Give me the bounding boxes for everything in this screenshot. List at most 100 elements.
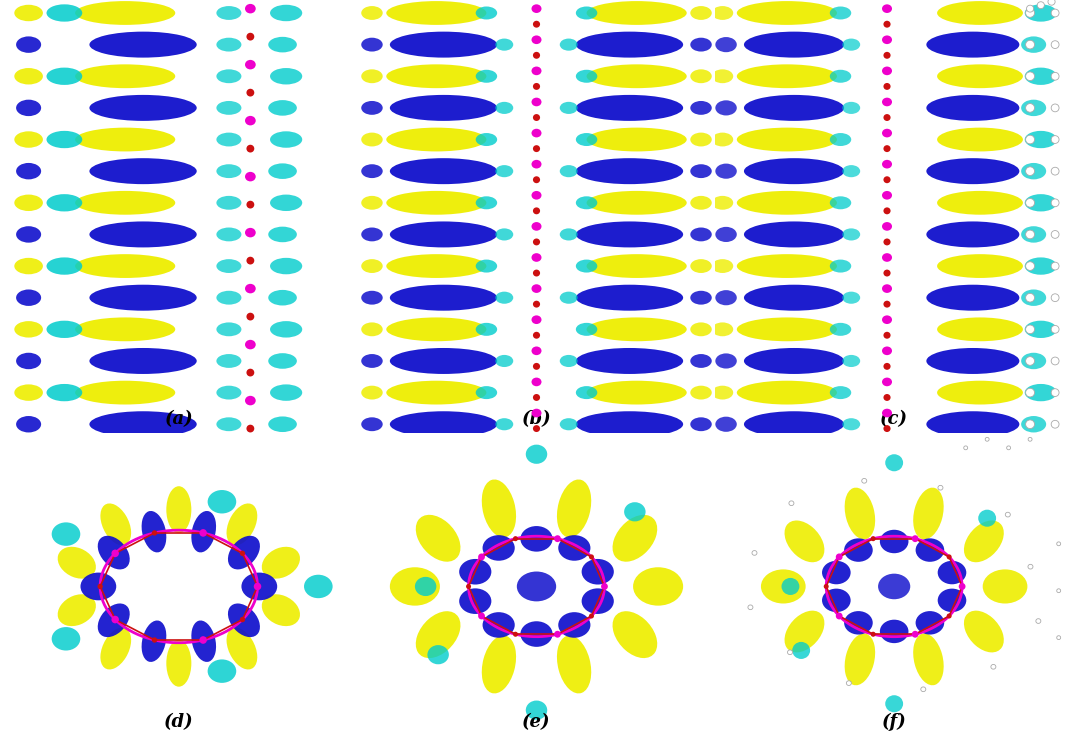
Ellipse shape: [46, 131, 83, 148]
Ellipse shape: [389, 411, 497, 437]
Ellipse shape: [589, 554, 594, 559]
Ellipse shape: [1026, 104, 1034, 112]
Ellipse shape: [46, 384, 83, 401]
Ellipse shape: [576, 158, 684, 184]
Ellipse shape: [362, 291, 383, 305]
Ellipse shape: [576, 323, 598, 336]
Ellipse shape: [882, 408, 892, 417]
Ellipse shape: [14, 195, 43, 211]
Ellipse shape: [587, 64, 687, 88]
Ellipse shape: [842, 102, 861, 114]
Ellipse shape: [245, 228, 255, 238]
Ellipse shape: [268, 100, 297, 115]
Ellipse shape: [926, 158, 1019, 184]
Ellipse shape: [601, 583, 607, 590]
Ellipse shape: [690, 132, 711, 147]
Ellipse shape: [533, 332, 540, 339]
Ellipse shape: [531, 98, 542, 107]
Ellipse shape: [531, 4, 542, 13]
Ellipse shape: [496, 102, 513, 114]
Ellipse shape: [792, 642, 810, 659]
Ellipse shape: [1021, 416, 1046, 432]
Ellipse shape: [937, 380, 1023, 405]
Ellipse shape: [142, 620, 166, 662]
Ellipse shape: [870, 536, 876, 541]
Ellipse shape: [270, 321, 303, 337]
Ellipse shape: [576, 285, 684, 311]
Ellipse shape: [711, 6, 733, 20]
Ellipse shape: [531, 160, 542, 169]
Ellipse shape: [1026, 230, 1034, 239]
Ellipse shape: [883, 21, 891, 27]
Ellipse shape: [262, 547, 300, 579]
Ellipse shape: [191, 511, 216, 553]
Ellipse shape: [937, 191, 1023, 215]
Ellipse shape: [870, 632, 876, 637]
Ellipse shape: [882, 129, 892, 138]
Ellipse shape: [200, 529, 207, 536]
Ellipse shape: [883, 114, 891, 121]
Ellipse shape: [937, 64, 1023, 88]
Ellipse shape: [716, 227, 737, 242]
Ellipse shape: [938, 485, 943, 490]
Ellipse shape: [14, 131, 43, 148]
Ellipse shape: [784, 520, 824, 562]
Ellipse shape: [737, 127, 837, 152]
Ellipse shape: [217, 291, 241, 305]
Ellipse shape: [482, 636, 516, 693]
Ellipse shape: [483, 535, 515, 561]
Ellipse shape: [208, 659, 236, 683]
Ellipse shape: [576, 95, 684, 121]
Ellipse shape: [1026, 420, 1034, 428]
Ellipse shape: [885, 454, 903, 471]
Ellipse shape: [533, 21, 540, 27]
Ellipse shape: [716, 290, 737, 306]
Ellipse shape: [576, 260, 598, 272]
Ellipse shape: [880, 530, 909, 554]
Ellipse shape: [415, 611, 460, 658]
Ellipse shape: [1052, 231, 1059, 238]
Ellipse shape: [711, 386, 733, 400]
Ellipse shape: [937, 127, 1023, 152]
Ellipse shape: [531, 315, 542, 324]
Ellipse shape: [247, 201, 254, 209]
Ellipse shape: [744, 411, 844, 437]
Ellipse shape: [560, 38, 577, 50]
Ellipse shape: [829, 70, 851, 83]
Ellipse shape: [883, 394, 891, 401]
Ellipse shape: [217, 70, 241, 83]
Ellipse shape: [270, 384, 303, 401]
Ellipse shape: [737, 64, 837, 88]
Ellipse shape: [415, 515, 460, 562]
Ellipse shape: [1026, 293, 1034, 302]
Ellipse shape: [882, 191, 892, 200]
Ellipse shape: [16, 36, 41, 53]
Ellipse shape: [98, 584, 103, 589]
Ellipse shape: [533, 269, 540, 277]
Ellipse shape: [496, 38, 513, 50]
Ellipse shape: [58, 594, 95, 626]
Ellipse shape: [362, 132, 383, 147]
Ellipse shape: [938, 561, 967, 585]
Ellipse shape: [14, 258, 43, 275]
Ellipse shape: [716, 164, 737, 179]
Ellipse shape: [1025, 194, 1057, 212]
Ellipse shape: [533, 83, 540, 90]
Ellipse shape: [1025, 4, 1057, 21]
Ellipse shape: [842, 418, 861, 430]
Ellipse shape: [247, 33, 254, 41]
Ellipse shape: [690, 323, 711, 336]
Ellipse shape: [744, 221, 844, 247]
Ellipse shape: [912, 535, 918, 542]
Ellipse shape: [459, 559, 491, 585]
Ellipse shape: [1052, 326, 1059, 333]
Ellipse shape: [1026, 40, 1034, 49]
Ellipse shape: [926, 32, 1019, 58]
Ellipse shape: [883, 332, 891, 339]
Ellipse shape: [142, 511, 166, 553]
Ellipse shape: [482, 480, 516, 537]
Ellipse shape: [883, 83, 891, 90]
Ellipse shape: [1052, 294, 1059, 302]
Ellipse shape: [526, 701, 547, 720]
Ellipse shape: [479, 613, 485, 619]
